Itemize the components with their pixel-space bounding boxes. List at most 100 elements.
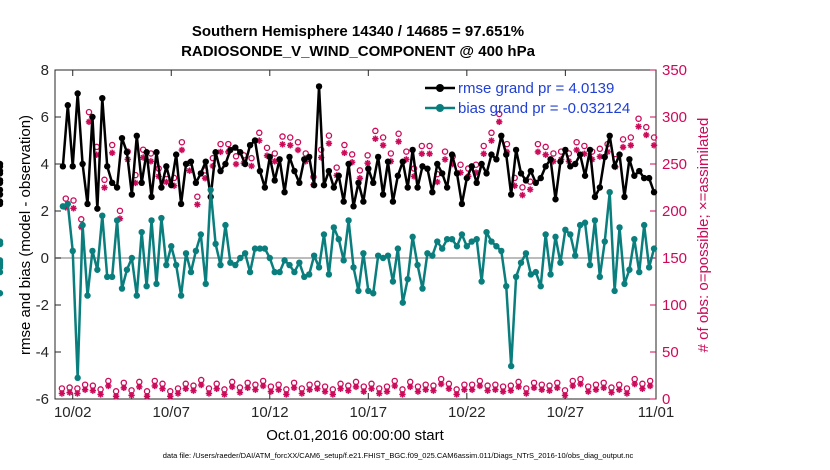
rmse-point (394, 172, 402, 179)
obs-assimilated-stroke (531, 385, 537, 391)
bias-point (202, 280, 209, 288)
obs-assimilated-marker (430, 387, 437, 394)
bias-point (448, 236, 456, 243)
rmse-point (591, 193, 599, 201)
rmse-point (0, 191, 4, 198)
y-right-tick-label: 50 (662, 344, 679, 361)
obs-assimilated-marker (453, 391, 460, 398)
obs-assimilated-marker (163, 178, 170, 186)
x-tick-label: 10/02 (54, 404, 92, 421)
obs-possible-marker (341, 141, 348, 149)
rmse-point (0, 160, 4, 168)
obs-possible-marker (217, 140, 224, 148)
bias-point (0, 238, 4, 245)
bias-point (522, 250, 530, 257)
rmse-point (104, 163, 111, 170)
rmse-point (301, 156, 308, 163)
obs-assimilated-marker (437, 380, 445, 388)
rmse-point (237, 149, 244, 156)
obs-assimilated-stroke (353, 384, 359, 390)
obs-assimilated-marker (368, 385, 375, 392)
bias-point (601, 238, 608, 245)
obs-assimilated-marker (213, 385, 220, 392)
bias-point (104, 273, 111, 280)
rmse-point (0, 167, 4, 175)
bias-point (512, 273, 520, 280)
obs-assimilated-marker (441, 156, 449, 163)
rmse-point (350, 203, 357, 210)
obs-assimilated-stroke (244, 385, 251, 391)
rmse-point (143, 149, 150, 156)
bias-point (576, 221, 584, 229)
obs-possible-marker (542, 143, 549, 151)
obs-assimilated-stroke (372, 135, 379, 142)
obs-assimilated-stroke (527, 186, 533, 193)
obs-assimilated-stroke (287, 142, 294, 149)
obs-assimilated-marker (321, 388, 329, 395)
obs-assimilated-marker (372, 135, 379, 142)
obs-assimilated-stroke (283, 391, 290, 398)
bias-point (562, 226, 569, 233)
obs-assimilated-stroke (407, 384, 413, 390)
rmse-point (291, 167, 298, 175)
bias-point (0, 290, 4, 297)
rmse-point (197, 170, 205, 177)
obs-assimilated-marker (128, 392, 135, 399)
obs-assimilated-stroke (597, 153, 603, 160)
obs-assimilated-marker (376, 390, 383, 397)
bias-point (232, 261, 239, 269)
obs-possible-marker (480, 142, 487, 150)
rmse-point (374, 153, 382, 161)
obs-assimilated-stroke (446, 386, 452, 392)
bias-point (350, 264, 357, 271)
bias-point (222, 221, 229, 229)
rmse-point (345, 160, 352, 168)
obs-assimilated-marker (85, 118, 93, 126)
obs-assimilated-marker (646, 382, 654, 390)
obs-assimilated-stroke (643, 132, 650, 138)
obs-assimilated-stroke (279, 141, 286, 148)
bias-point (153, 280, 160, 288)
bias-point (517, 259, 525, 266)
obs-assimilated-marker (422, 386, 429, 393)
rmse-point (0, 200, 4, 208)
rmse-point (636, 167, 643, 175)
obs-assimilated-marker (182, 385, 189, 392)
obs-assimilated-stroke (488, 137, 495, 144)
obs-assimilated-stroke (252, 386, 259, 393)
bias-point (271, 268, 278, 276)
rmse-point (576, 151, 584, 158)
obs-assimilated-stroke (496, 119, 502, 125)
rmse-point (232, 144, 239, 151)
bias-point (74, 374, 81, 382)
bias-point (118, 285, 126, 292)
obs-possible-marker (271, 150, 279, 157)
bias-point (374, 252, 382, 259)
rmse-point (0, 186, 4, 194)
obs-assimilated-marker (228, 383, 236, 391)
bias-point (636, 268, 643, 276)
obs-assimilated-stroke (616, 386, 622, 393)
rmse-point (330, 184, 338, 191)
bias-point (503, 283, 510, 290)
bias-point (591, 217, 599, 224)
obs-assimilated-marker (167, 393, 174, 400)
rmse-point (84, 200, 91, 208)
bias-point (527, 271, 535, 278)
obs-assimilated-stroke (492, 386, 499, 393)
rmse-point (138, 179, 145, 186)
obs-assimilated-stroke (434, 179, 441, 185)
obs-assimilated-marker (461, 386, 468, 393)
rmse-point (527, 167, 535, 175)
obs-assimilated-stroke (519, 192, 526, 198)
rmse-point (443, 184, 451, 191)
bias-point (340, 257, 347, 264)
rmse-point (163, 163, 170, 170)
obs-assimilated-marker (426, 150, 433, 157)
obs-assimilated-marker (619, 144, 627, 151)
rmse-point (586, 146, 594, 154)
bias-point (266, 254, 273, 262)
chart-title-line2: RADIOSONDE_V_WIND_COMPONENT @ 400 hPa (181, 43, 536, 60)
obs-assimilated-marker (484, 387, 491, 394)
legend: rmse grand pr = 4.0139 bias grand pr = -… (425, 80, 630, 117)
